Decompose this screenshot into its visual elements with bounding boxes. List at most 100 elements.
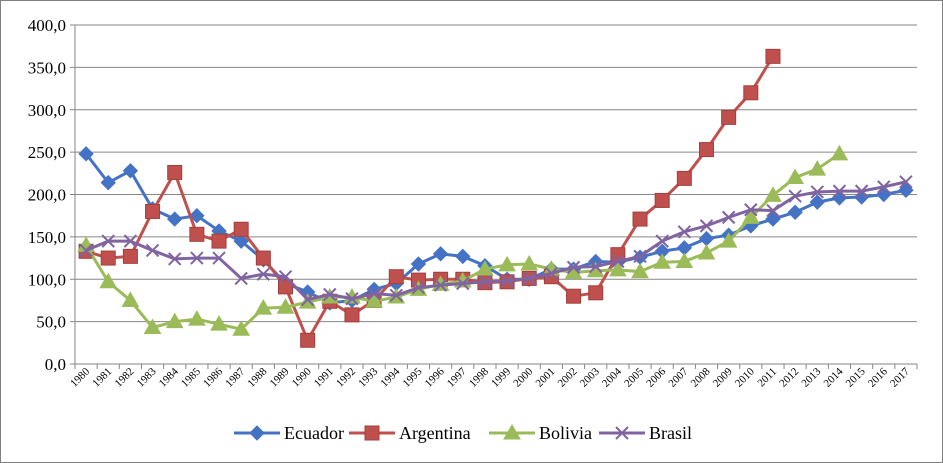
data-point-bolivia: [653, 253, 672, 269]
x-tick-label: 1995: [401, 365, 425, 389]
data-point-argentina: [765, 48, 781, 64]
data-point-brasil: [411, 281, 426, 295]
data-point-brasil: [699, 219, 714, 233]
data-point-ecuador: [787, 204, 803, 221]
x-tick-label: 2013: [799, 365, 823, 389]
marker-stroke: [500, 274, 514, 288]
data-point-bolivia: [99, 272, 118, 289]
y-tick-label: 200,0: [28, 186, 66, 205]
data-point-brasil: [832, 184, 847, 198]
marker-stroke: [256, 267, 271, 281]
marker-stroke: [766, 203, 780, 218]
x-tick-label: 1988: [245, 365, 269, 389]
marker-stroke: [300, 292, 315, 307]
data-point-argentina: [255, 250, 271, 266]
gridlines: [75, 24, 917, 323]
marker-stroke: [212, 251, 226, 265]
marker-stroke: [79, 243, 93, 258]
data-point-brasil: [123, 234, 138, 248]
marker-stroke: [721, 210, 736, 225]
x-tick-label: 1994: [378, 365, 402, 389]
data-point-argentina: [632, 211, 648, 227]
marker-stroke: [323, 287, 337, 302]
data-point-ecuador: [765, 211, 781, 227]
marker-stroke: [832, 184, 847, 198]
data-point-ecuador: [831, 190, 848, 206]
marker-stroke: [234, 271, 248, 286]
data-point-brasil: [854, 184, 869, 198]
data-point-bolivia: [808, 160, 827, 176]
series-bolivia: [77, 144, 849, 336]
data-point-brasil: [478, 275, 492, 289]
x-tick-label: 2000: [511, 365, 535, 389]
marker-stroke: [899, 175, 913, 189]
x-tick-label: 1992: [334, 366, 358, 390]
marker-stroke: [615, 426, 629, 440]
marker-stroke: [854, 184, 869, 198]
data-point-bolivia: [719, 232, 738, 248]
data-point-brasil: [522, 271, 536, 286]
marker-stroke: [478, 275, 492, 289]
marker-stroke: [389, 288, 403, 303]
legend: Ecuador Argentina Bolivia Brasil: [234, 423, 692, 443]
marker-stroke: [655, 234, 669, 248]
series-argentina: [78, 48, 781, 348]
data-point-brasil: [190, 251, 204, 265]
x-tick-label: 2014: [822, 365, 846, 389]
data-point-brasil: [589, 259, 603, 274]
marker-stroke: [544, 266, 559, 281]
y-tick-label: 150,0: [28, 228, 66, 247]
marker-stroke: [522, 271, 536, 286]
data-point-brasil: [168, 252, 182, 266]
series-line-argentina: [85, 55, 775, 342]
x-tick-label: 1985: [179, 365, 203, 389]
data-point-brasil: [456, 276, 470, 291]
y-tick-label: 50,0: [36, 313, 66, 332]
y-tick-label: 0,0: [45, 355, 66, 374]
legend-label-brasil: Brasil: [649, 423, 692, 443]
x-tick-label: 1987: [223, 365, 247, 389]
data-point-bolivia: [764, 186, 782, 202]
marker-stroke: [190, 251, 204, 265]
marker-stroke: [168, 252, 182, 266]
x-tick-label: 2007: [666, 365, 690, 389]
x-tick-label: 2001: [533, 366, 557, 390]
y-tick-label: 350,0: [28, 58, 66, 77]
x-tick-label: 1990: [290, 365, 314, 389]
x-tick-label: 1982: [112, 366, 136, 390]
data-point-bolivia: [165, 312, 184, 329]
data-point-bolivia: [232, 320, 251, 336]
data-point-argentina: [344, 307, 360, 323]
x-tick-label: 2015: [844, 365, 868, 389]
data-point-brasil: [300, 292, 315, 307]
marker-stroke: [677, 225, 692, 239]
legend-item-argentina: Argentina: [349, 423, 471, 443]
data-point-ecuador: [876, 186, 892, 203]
data-point-bolivia: [143, 318, 162, 335]
data-point-bolivia: [476, 260, 494, 276]
y-tick-label: 300,0: [28, 101, 66, 120]
data-point-ecuador: [233, 233, 249, 249]
marker-stroke: [810, 185, 824, 199]
marker-stroke: [367, 286, 381, 301]
data-point-brasil: [544, 266, 559, 281]
x-tick-label: 1980: [68, 365, 92, 389]
x-tick-label: 2012: [777, 366, 801, 390]
data-point-argentina: [300, 332, 316, 348]
data-point-ecuador: [410, 256, 427, 272]
data-point-argentina: [388, 269, 404, 285]
data-point-argentina: [566, 288, 582, 304]
data-point-brasil: [367, 286, 381, 301]
marker-stroke: [123, 234, 138, 248]
marker-stroke: [611, 254, 625, 269]
data-point-bolivia: [210, 315, 228, 331]
marker-stroke: [433, 278, 448, 292]
data-point-argentina: [721, 109, 737, 125]
marker-stroke: [456, 276, 470, 291]
x-tick-label: 2016: [866, 365, 890, 389]
data-point-bolivia: [365, 292, 383, 308]
data-point-bolivia: [786, 168, 804, 185]
data-point-argentina: [278, 279, 293, 295]
marker-stroke: [788, 189, 802, 203]
